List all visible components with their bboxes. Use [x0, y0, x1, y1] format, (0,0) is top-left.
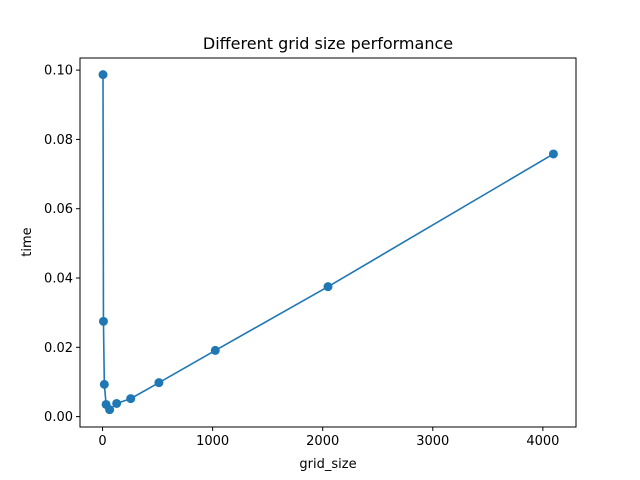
data-point	[126, 394, 136, 404]
y-axis-label: time	[20, 227, 35, 256]
plot-area	[98, 70, 558, 415]
y-tick-label: 0.10	[44, 64, 73, 79]
chart-title: Different grid size performance	[203, 34, 453, 53]
y-tick-label: 0.04	[44, 272, 73, 287]
data-point	[154, 378, 164, 388]
x-axis-label: grid_size	[299, 457, 356, 472]
data-point	[99, 379, 109, 389]
data-point	[112, 398, 122, 408]
data-point	[548, 149, 558, 159]
x-axis: 0 1000 2000 3000 4000	[98, 427, 559, 449]
x-tick-label: 2000	[306, 434, 339, 449]
x-tick-label: 1000	[196, 434, 229, 449]
y-tick-label: 0.02	[44, 341, 73, 356]
data-point	[210, 345, 220, 355]
data-point	[105, 405, 115, 415]
data-point	[323, 282, 333, 292]
data-point	[98, 316, 108, 326]
plot-frame	[79, 57, 577, 428]
x-tick-label: 3000	[416, 434, 449, 449]
y-tick-label: 0.00	[44, 410, 73, 425]
data-point	[98, 70, 108, 80]
x-tick-label: 4000	[526, 434, 559, 449]
x-tick-label: 0	[98, 434, 106, 449]
y-tick-label: 0.06	[44, 202, 73, 217]
y-axis: 0.00 0.02 0.04 0.06 0.08 0.10	[44, 64, 80, 425]
y-tick-label: 0.08	[44, 133, 73, 148]
